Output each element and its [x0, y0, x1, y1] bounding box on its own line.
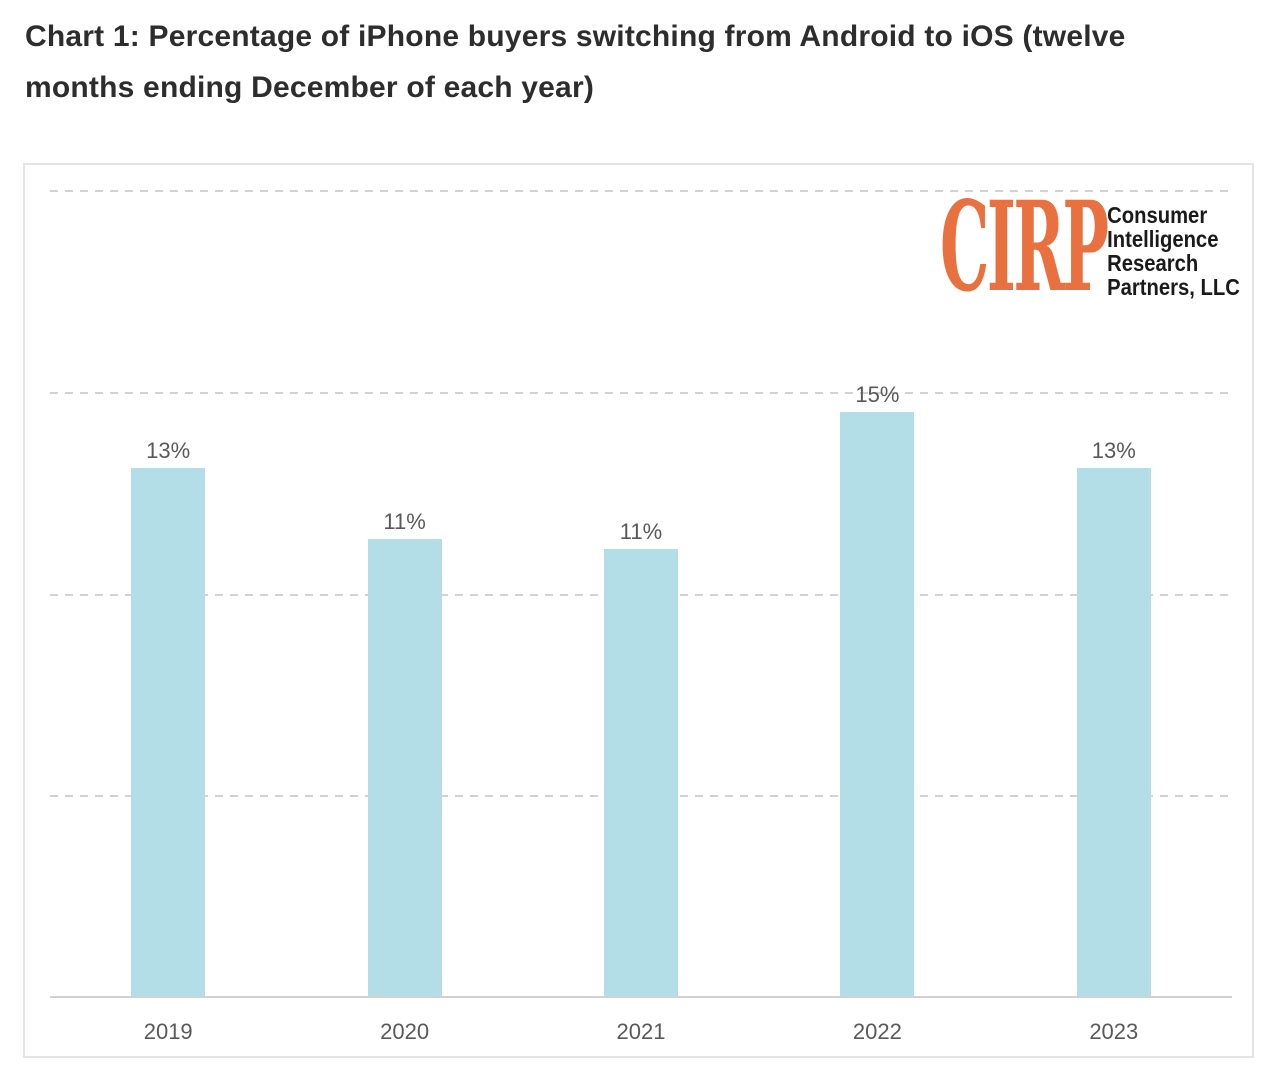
- bar-value-label: 13%: [1091, 438, 1136, 463]
- bar-value-label: 13%: [146, 438, 191, 463]
- gridline: [50, 190, 1232, 192]
- chart-container: 13% 2019 11% 2020 11% 2021 15% 2022 13% 2023 CIRP…: [23, 163, 1254, 1058]
- x-axis-label: 2022: [852, 1019, 902, 1044]
- x-axis-label: 2019: [143, 1019, 193, 1044]
- bar-slot: 11% 2020: [286, 190, 522, 1044]
- cirp-logo: CIRP Consumer Intelligence Research Part…: [940, 186, 1240, 310]
- x-axis-label: 2023: [1089, 1019, 1139, 1044]
- bar-2021: [603, 549, 678, 997]
- bar-value-label: 11%: [383, 509, 426, 534]
- bar-2022: [840, 412, 915, 997]
- cirp-logo-text-line: Intelligence: [1107, 226, 1219, 252]
- bar-2020: [367, 539, 442, 997]
- bar-value-label: 15%: [855, 382, 900, 407]
- plot-area: 13% 2019 11% 2020 11% 2021 15% 2022 13% 2023: [50, 190, 1232, 1044]
- cirp-logo-text-line: Consumer: [1107, 202, 1208, 228]
- gridline: [50, 391, 1232, 394]
- x-axis-label: 2021: [616, 1019, 666, 1044]
- bar-slot: 13% 2023: [996, 190, 1232, 1044]
- bar-slot: 13% 2019: [50, 190, 286, 1044]
- bar-value-label: 11%: [619, 519, 663, 544]
- page-title-line1: Chart 1: Percentage of iPhone buyers swi…: [25, 20, 1126, 53]
- x-axis-label: 2020: [380, 1019, 430, 1044]
- bar-slot: 11% 2021: [523, 190, 759, 1044]
- cirp-logo-text-line: Partners, LLC: [1107, 274, 1240, 300]
- cirp-logo-text-line: Research: [1107, 250, 1199, 276]
- page-title: Chart 1: Percentage of iPhone buyers swi…: [25, 11, 1255, 113]
- bar-2023: [1076, 468, 1151, 997]
- cirp-logo-text: Consumer Intelligence Research Partners,…: [1107, 203, 1240, 299]
- page-title-line2: months ending December of each year): [25, 71, 595, 104]
- bar-slot: 15% 2022: [759, 190, 995, 1044]
- cirp-logomark: CIRP: [940, 175, 1109, 320]
- bar-2019: [131, 468, 206, 997]
- x-axis-line: [50, 996, 1232, 998]
